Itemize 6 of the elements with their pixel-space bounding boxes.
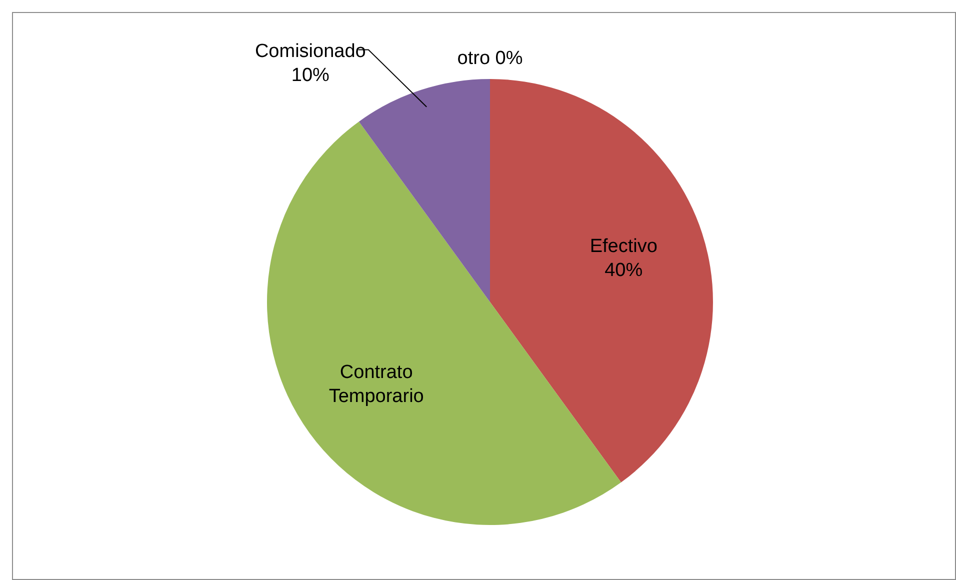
data-label: 40%: [604, 260, 643, 281]
category-label: otro 0%: [457, 48, 523, 70]
slice-label: Contrato Temporario: [328, 362, 424, 407]
slice-label: Efectivo: [590, 236, 658, 257]
slice-label: Comisionado: [254, 40, 366, 62]
data-label: 10%: [291, 64, 330, 86]
